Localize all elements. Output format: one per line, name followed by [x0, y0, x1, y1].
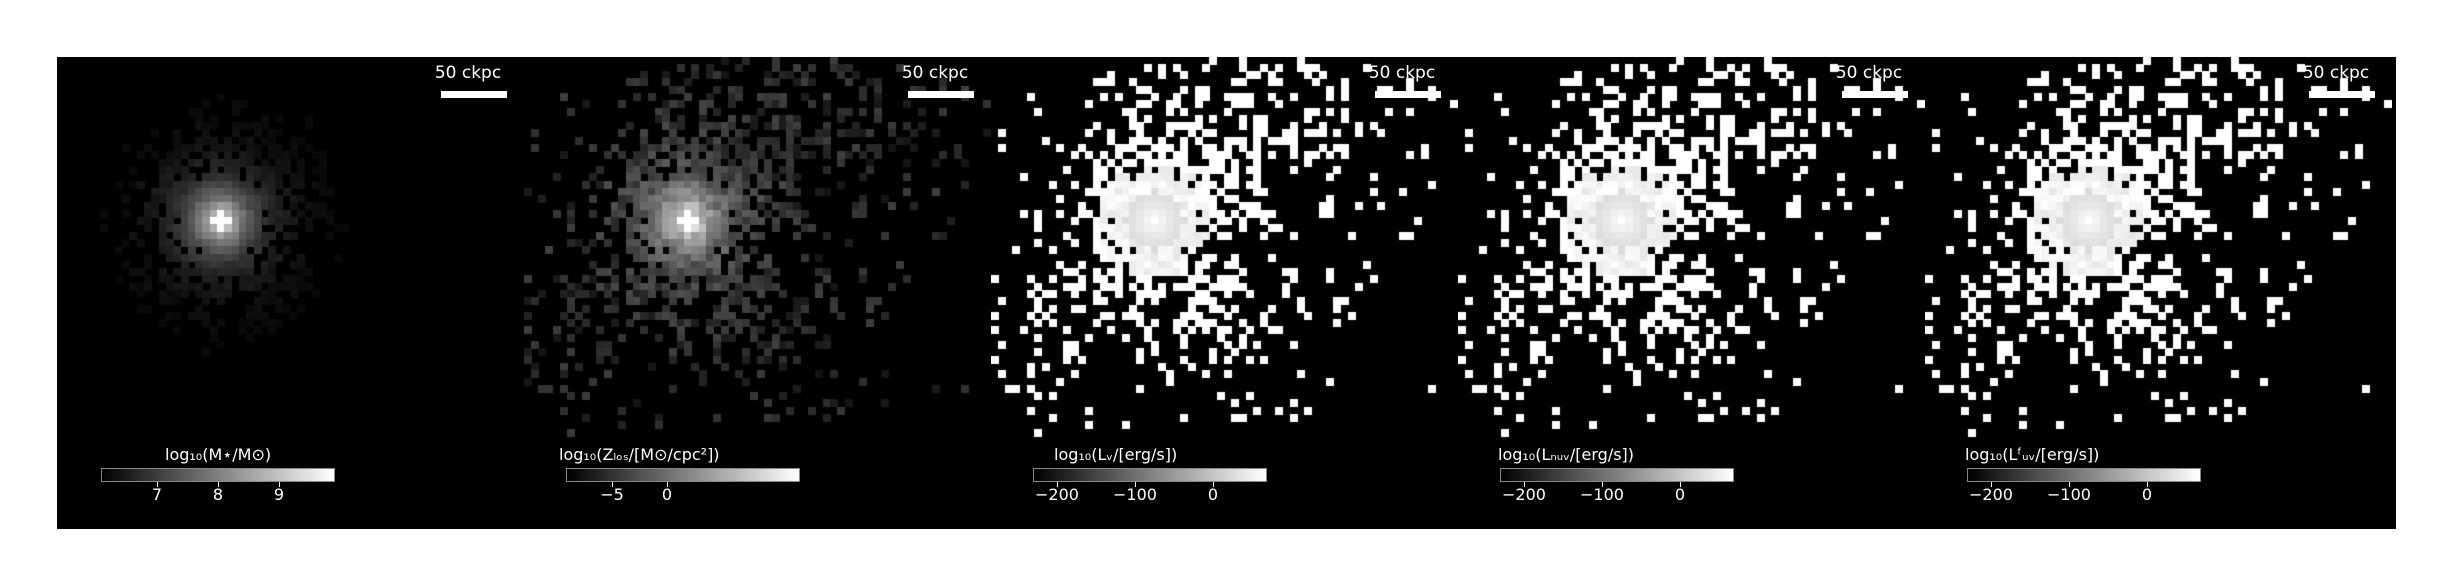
colorbar-tick: 7 — [151, 485, 163, 504]
colorbar-tick: 8 — [212, 485, 224, 504]
colorbar — [566, 468, 800, 482]
colorbar-tick: −100 — [1113, 485, 1157, 504]
colorbar — [1500, 468, 1734, 482]
stellar-mass-map — [57, 57, 524, 529]
stellar-mass-panel: 50 ckpc log₁₀(M⋆/M⊙) 7 8 9 — [57, 57, 524, 529]
scalebar — [441, 91, 507, 98]
nuv-panel: 50 ckpc log₁₀(Lₙᵤᵥ/[erg/s]) −200 −100 0 — [1458, 57, 1925, 529]
colorbar-tick: −200 — [1035, 485, 1079, 504]
colorbar — [1967, 468, 2201, 482]
image-strip: 50 ckpc log₁₀(M⋆/M⊙) 7 8 9 50 ckpc log₁₀… — [57, 57, 2396, 529]
colorbar-tick: −100 — [2047, 485, 2091, 504]
scalebar — [1375, 91, 1441, 98]
scalebar-label: 50 ckpc — [1368, 63, 1436, 83]
colorbar-label: log₁₀(M⋆/M⊙) — [165, 445, 272, 464]
scalebar — [1842, 91, 1908, 98]
fuv-map — [1925, 57, 2392, 529]
colorbar-tick: −200 — [1969, 485, 2013, 504]
scalebar — [908, 91, 974, 98]
colorbar — [1033, 468, 1267, 482]
colorbar-label: log₁₀(Lᵥ/[erg/s]) — [1054, 445, 1178, 464]
colorbar-tick: 0 — [1674, 485, 1686, 504]
metallicity-map — [524, 57, 991, 529]
colorbar-label: log₁₀(Lᶠᵤᵥ/[erg/s]) — [1965, 445, 2100, 464]
colorbar — [101, 468, 335, 482]
scalebar — [2309, 91, 2375, 98]
v-band-map — [991, 57, 1458, 529]
metallicity-panel: 50 ckpc log₁₀(Zₗₒₛ/[M⊙/cpc²]) −5 0 — [524, 57, 991, 529]
colorbar-tick: 0 — [661, 485, 673, 504]
colorbar-tick: −100 — [1580, 485, 1624, 504]
scalebar-label: 50 ckpc — [2302, 63, 2370, 83]
colorbar-tick: 0 — [2141, 485, 2153, 504]
colorbar-tick: −200 — [1502, 485, 1546, 504]
colorbar-label: log₁₀(Zₗₒₛ/[M⊙/cpc²]) — [559, 445, 720, 464]
colorbar-tick: −5 — [600, 485, 624, 504]
colorbar-label: log₁₀(Lₙᵤᵥ/[erg/s]) — [1498, 445, 1635, 464]
scalebar-label: 50 ckpc — [901, 63, 969, 83]
v-band-panel: 50 ckpc log₁₀(Lᵥ/[erg/s]) −200 −100 0 — [991, 57, 1458, 529]
scalebar-label: 50 ckpc — [434, 63, 502, 83]
nuv-map — [1458, 57, 1925, 529]
colorbar-tick: 0 — [1207, 485, 1219, 504]
fuv-panel: 50 ckpc log₁₀(Lᶠᵤᵥ/[erg/s]) −200 −100 0 — [1925, 57, 2392, 529]
scalebar-label: 50 ckpc — [1835, 63, 1903, 83]
colorbar-tick: 9 — [273, 485, 285, 504]
